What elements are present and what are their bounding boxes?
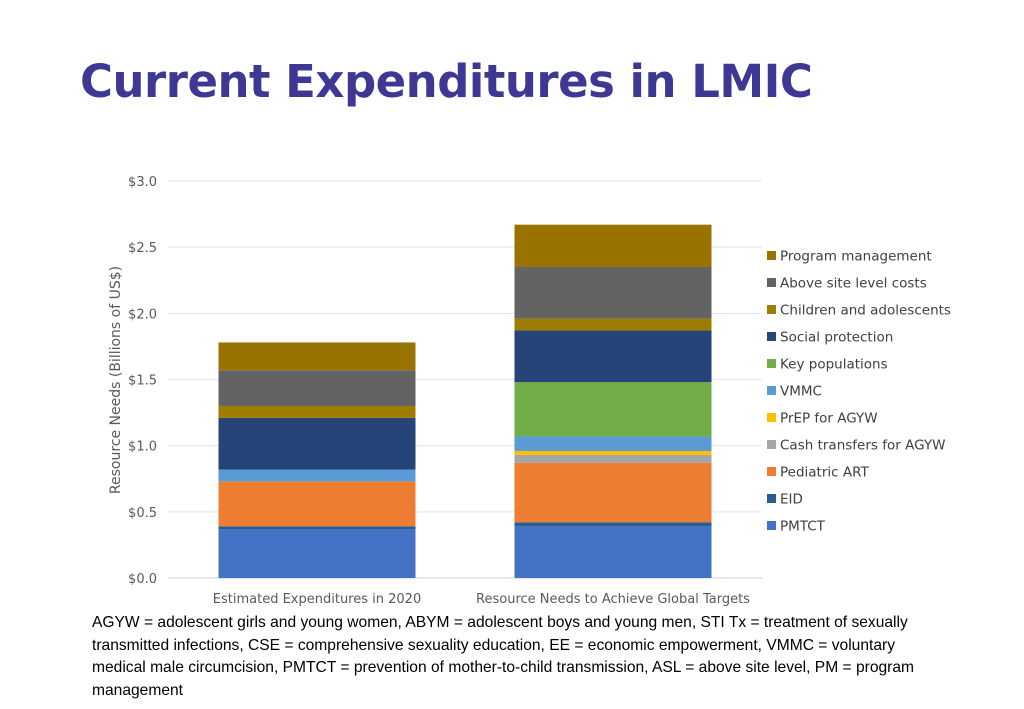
legend: Program management Above site level costs… — [767, 249, 951, 535]
legend-swatch-children-and-adolescents — [767, 305, 776, 314]
legend-label-pmtct: PMTCT — [780, 519, 826, 535]
y-tick-label: $1.5 — [128, 374, 157, 389]
legend-label-children-and-adolescents: Children and adolescents — [780, 303, 951, 319]
legend-swatch-key-populations — [767, 359, 776, 368]
legend-swatch-eid — [767, 494, 776, 503]
legend-swatch-cash-transfers-for-agyw — [767, 440, 776, 449]
bar-segment-eid — [218, 526, 416, 530]
legend-swatch-prep-for-agyw — [767, 413, 776, 422]
x-category-label: Resource Needs to Achieve Global Targets — [476, 592, 750, 607]
legend-swatch-pmtct — [767, 521, 776, 530]
bar-segment-children-and-adolescents — [514, 318, 712, 331]
y-tick-label: $3.0 — [128, 175, 157, 190]
y-tick-label: $1.0 — [128, 440, 157, 455]
x-category-label: Estimated Expenditures in 2020 — [213, 592, 421, 607]
legend-label-key-populations: Key populations — [780, 357, 888, 373]
legend-swatch-above-site-level-costs — [767, 278, 776, 287]
bar-segment-vmmc — [514, 436, 712, 451]
x-axis-categories: Estimated Expenditures in 2020 Resource N… — [213, 592, 750, 607]
bar-segment-key-populations — [514, 382, 712, 437]
legend-swatch-social-protection — [767, 332, 776, 341]
bar-segment-vmmc — [218, 469, 416, 482]
bar-segment-above-site-level-costs — [218, 370, 416, 406]
bar-segment-program-management — [218, 342, 416, 371]
y-tick-label: $0.0 — [128, 572, 157, 587]
legend-label-cash-transfers-for-agyw: Cash transfers for AGYW — [780, 438, 945, 454]
bar-segment-pediatric-art — [218, 481, 416, 527]
legend-label-above-site-level-costs: Above site level costs — [780, 276, 927, 292]
y-axis-ticks: $0.0 $0.5 $1.0 $1.5 $2.0 $2.5 $3.0 — [128, 175, 157, 587]
legend-label-program-management: Program management — [780, 249, 932, 265]
footnote: AGYW = adolescent girls and young women,… — [92, 614, 915, 699]
bar-segment-social-protection — [514, 330, 712, 383]
legend-label-pediatric-art: Pediatric ART — [780, 465, 869, 481]
y-axis-label: Resource Needs (Billions of US$) — [108, 266, 124, 494]
bar-segment-cash-transfers-for-agyw — [514, 454, 712, 463]
legend-label-vmmc: VMMC — [780, 384, 822, 400]
legend-label-social-protection: Social protection — [780, 330, 893, 346]
y-tick-label: $2.0 — [128, 307, 157, 322]
stacked-bar-chart: $0.0 $0.5 $1.0 $1.5 $2.0 $2.5 $3.0 Estimated E… — [108, 175, 951, 607]
legend-swatch-vmmc — [767, 386, 776, 395]
bar-segment-eid — [514, 522, 712, 527]
legend-swatch-pediatric-art — [767, 467, 776, 476]
bar-segment-above-site-level-costs — [514, 267, 712, 319]
y-tick-label: $0.5 — [128, 506, 157, 521]
bar-segment-pmtct — [514, 526, 712, 578]
legend-swatch-program-management — [767, 251, 776, 260]
bars — [218, 224, 712, 578]
bar-segment-pediatric-art — [514, 462, 712, 523]
bar-segment-social-protection — [218, 417, 416, 470]
y-tick-label: $2.5 — [128, 241, 157, 256]
bar-segment-pmtct — [218, 529, 416, 578]
bar-segment-children-and-adolescents — [218, 405, 416, 418]
legend-label-prep-for-agyw: PrEP for AGYW — [780, 411, 878, 427]
bar-segment-program-management — [514, 224, 712, 268]
legend-label-eid: EID — [780, 492, 803, 508]
page-title: Current Expenditures in LMIC — [80, 55, 813, 108]
bar-segment-prep-for-agyw — [514, 450, 712, 455]
